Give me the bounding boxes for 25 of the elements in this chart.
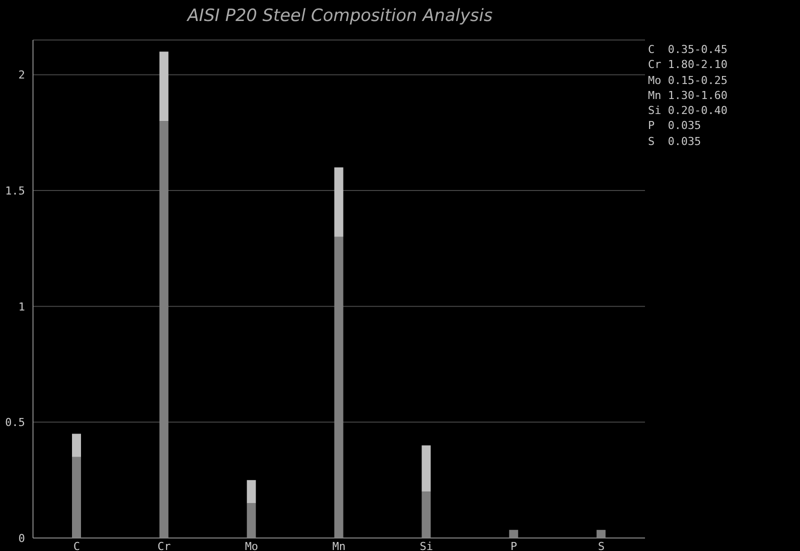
text: C 0.35-0.45 [648,42,728,58]
bar [334,167,344,237]
y-tick-label: 1 [18,300,25,314]
text: P 0.035 [648,118,702,134]
x-tick-label: Mn [332,540,346,551]
chart-title: AISI P20 Steel Composition Analysis [186,6,494,26]
bar [422,445,431,492]
x-tick-label: S [598,540,605,551]
bar [246,480,256,504]
y-tick-label: 2 [18,68,25,82]
x-tick-label: P [510,540,518,551]
text: Cr 1.80-2.10 [648,57,728,73]
text: Mo 0.15-0.25 [648,72,728,88]
text: Mn 1.30-1.60 [648,88,728,104]
x-tick-label: Cr [158,540,172,551]
x-tick-label: Si [420,540,434,551]
y-tick-label: 1.5 [5,184,25,198]
bar [159,52,168,122]
text: Si 0.20-0.40 [648,103,728,118]
text: S 0.035 [648,134,702,150]
x-tick-label: Mo [244,540,258,551]
bar [72,434,81,457]
x-tick-label: C [73,540,80,551]
y-tick-label: 0.5 [5,416,25,430]
y-tick-label: 0 [18,532,25,545]
